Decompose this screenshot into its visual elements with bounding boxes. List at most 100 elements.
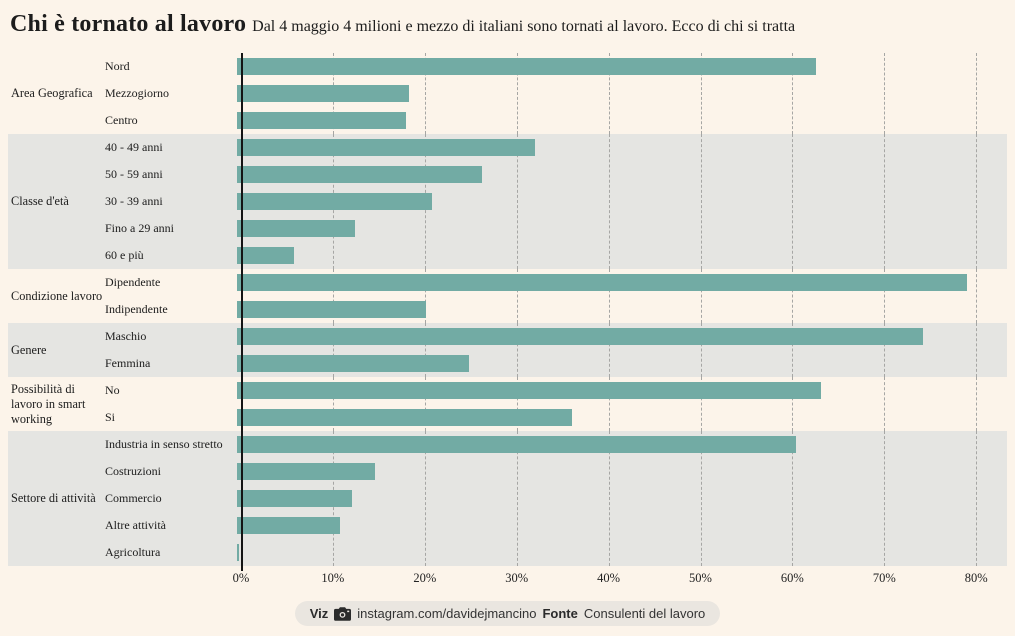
bar-row: 50 - 59 anni: [105, 161, 1007, 188]
gridline: [976, 323, 978, 377]
bar-chart: Area Geografica Nord Mezzogiorno Centro Clas…: [8, 53, 1007, 566]
y-axis-line: [241, 53, 243, 134]
bar-row: Industria in senso stretto: [105, 431, 1007, 458]
page-title: Chi è tornato al lavoro: [10, 11, 247, 37]
group-rows: Nord Mezzogiorno Centro: [105, 53, 1007, 134]
bar: [237, 247, 294, 264]
gridline: [976, 377, 978, 431]
category-label: Indipendente: [105, 302, 168, 316]
bar: [237, 301, 427, 318]
gridline: [976, 134, 978, 269]
bar: [237, 220, 355, 237]
bar: [237, 436, 796, 453]
gridline: [884, 323, 886, 377]
y-axis-line: [241, 323, 243, 377]
bar-row: Altre attività: [105, 512, 1007, 539]
gridline: [516, 53, 518, 134]
fonte-label: Fonte: [542, 606, 578, 621]
bar: [237, 463, 375, 480]
bar-track: [237, 134, 1007, 161]
group-label: Condizione lavoro: [11, 288, 103, 303]
bar-track: [237, 242, 1007, 269]
category-label: No: [105, 383, 120, 397]
gridline: [516, 269, 518, 323]
gridline: [516, 134, 518, 269]
gridline: [976, 53, 978, 134]
gridline: [332, 269, 334, 323]
gridline: [884, 53, 886, 134]
x-tick-label: 70%: [872, 571, 896, 585]
y-axis-line: [241, 269, 243, 323]
group-rows: No Si: [105, 377, 1007, 431]
bar-track: [237, 323, 1007, 350]
bar-track: [237, 107, 1007, 134]
gridline: [884, 377, 886, 431]
bar: [237, 58, 816, 75]
gridline: [332, 377, 334, 431]
bar-row: Centro: [105, 107, 1007, 134]
instagram-handle[interactable]: instagram.com/davidejmancino: [357, 606, 537, 621]
bar-track: [237, 80, 1007, 107]
y-axis-line: [241, 134, 243, 269]
category-label: Mezzogiorno: [105, 86, 169, 100]
bar-row: Commercio: [105, 485, 1007, 512]
bar-track: [237, 188, 1007, 215]
gridline: [792, 377, 794, 431]
gridline: [884, 134, 886, 269]
gridline: [700, 377, 702, 431]
category-label: Dipendente: [105, 275, 161, 289]
group-rows: Maschio Femmina: [105, 323, 1007, 377]
gridline: [976, 431, 978, 566]
x-tick-label: 10%: [321, 571, 345, 585]
gridline: [792, 53, 794, 134]
zero-tick-mark: [241, 566, 243, 571]
bar: [237, 517, 340, 534]
gridline: [792, 323, 794, 377]
category-label: Costruzioni: [105, 464, 161, 478]
group-label: Settore di attività: [11, 491, 96, 505]
bar-row: Dipendente: [105, 269, 1007, 296]
category-label: 50 - 59 anni: [105, 167, 163, 181]
bar-row: Fino a 29 anni: [105, 215, 1007, 242]
x-tick-label: 20%: [413, 571, 437, 585]
category-label: Centro: [105, 113, 138, 127]
bar-track: [237, 296, 1007, 323]
x-tick-label: 60%: [780, 571, 804, 585]
gridline: [792, 269, 794, 323]
bar-row: Femmina: [105, 350, 1007, 377]
gridline: [608, 269, 610, 323]
x-tick-label: 30%: [505, 571, 529, 585]
bar: [237, 544, 239, 561]
x-tick-label: 80%: [964, 571, 988, 585]
gridline: [424, 377, 426, 431]
gridline: [700, 134, 702, 269]
source-name: Consulenti del lavoro: [583, 606, 706, 621]
gridline: [424, 431, 426, 566]
bar: [237, 382, 821, 399]
bar: [237, 85, 409, 102]
gridline: [700, 269, 702, 323]
y-axis-line: [241, 377, 243, 431]
chart-group: Possibilità di lavoro in smart working No…: [8, 377, 1007, 431]
bar-track: [237, 215, 1007, 242]
group-rows: Industria in senso stretto Costruzioni Com…: [105, 431, 1007, 566]
bar-track: [237, 53, 1007, 80]
bar-row: Mezzogiorno: [105, 80, 1007, 107]
footer: Viz instagram.com/davidejmancino Fonte C…: [0, 601, 1015, 626]
chart-group: Condizione lavoro Dipendente Indipendente: [8, 269, 1007, 323]
category-label: Femmina: [105, 356, 151, 370]
group-label: Classe d'età: [11, 194, 69, 208]
bar: [237, 139, 535, 156]
bar-row: Maschio: [105, 323, 1007, 350]
gridline: [516, 323, 518, 377]
gridline: [608, 134, 610, 269]
gridline: [424, 323, 426, 377]
bar-track: [237, 539, 1007, 566]
viz-label: Viz: [309, 606, 329, 621]
group-label: Area Geografica: [11, 86, 93, 100]
bar: [237, 112, 407, 129]
bar-track: [237, 269, 1007, 296]
bar-row: 40 - 49 anni: [105, 134, 1007, 161]
bar-row: Nord: [105, 53, 1007, 80]
gridline: [700, 53, 702, 134]
